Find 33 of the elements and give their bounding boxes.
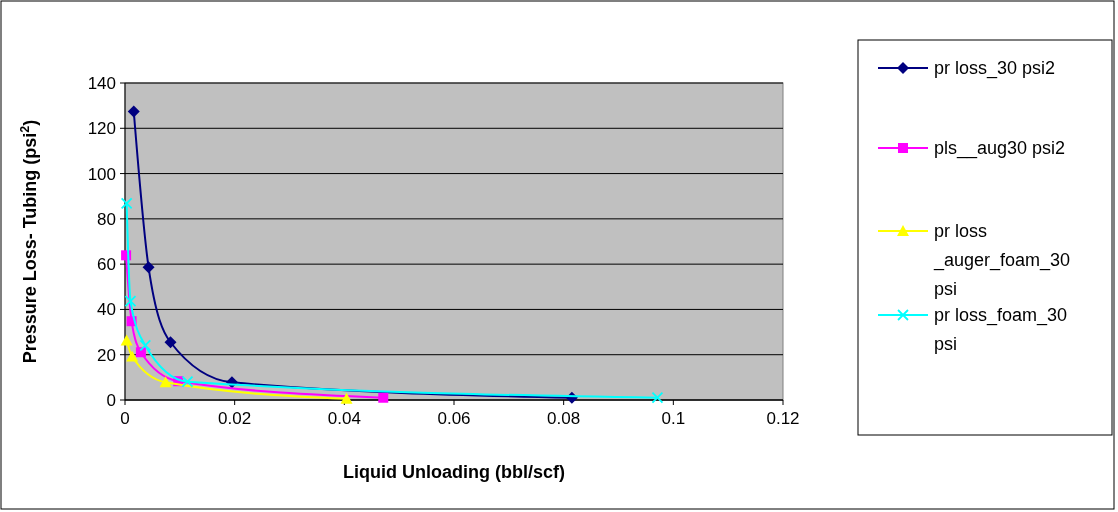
legend-label: pr loss_30 psi2 xyxy=(934,58,1056,80)
x-tick-label: 0.02 xyxy=(218,409,252,428)
point xyxy=(139,339,152,352)
x-tick-label: 0.04 xyxy=(327,409,361,428)
x-axis-title: Liquid Unloading (bbl/scf) xyxy=(343,462,565,482)
point xyxy=(340,392,353,404)
y-tick-label: 20 xyxy=(97,345,116,365)
y-tick-label: 140 xyxy=(87,73,116,93)
point xyxy=(135,347,146,358)
point xyxy=(651,391,664,404)
point xyxy=(127,105,140,118)
y-tick-label: 60 xyxy=(97,255,116,275)
point xyxy=(126,350,139,362)
x-tick-label: 0.12 xyxy=(766,409,800,428)
point xyxy=(120,197,133,210)
legend-label: pr loss_foam_30 psi xyxy=(934,305,1068,355)
point xyxy=(378,392,389,403)
y-tick-label: 80 xyxy=(97,209,116,229)
point xyxy=(164,336,177,349)
point xyxy=(120,334,133,346)
y-tick-label: 0 xyxy=(106,390,116,410)
point xyxy=(181,375,194,388)
legend-label: pls__aug30 psi2 xyxy=(934,138,1066,160)
point xyxy=(159,376,172,388)
point xyxy=(124,295,137,307)
x-tick-label: 0.08 xyxy=(547,409,581,428)
y-tick-label: 120 xyxy=(87,119,116,139)
y-tick-label: 40 xyxy=(97,300,116,320)
y-tick-label: 100 xyxy=(87,164,116,184)
x-tick-label: 0 xyxy=(120,409,130,428)
x-tick-label: 0.1 xyxy=(661,409,686,428)
point xyxy=(142,261,155,274)
x-tick-label: 0.06 xyxy=(437,409,471,428)
